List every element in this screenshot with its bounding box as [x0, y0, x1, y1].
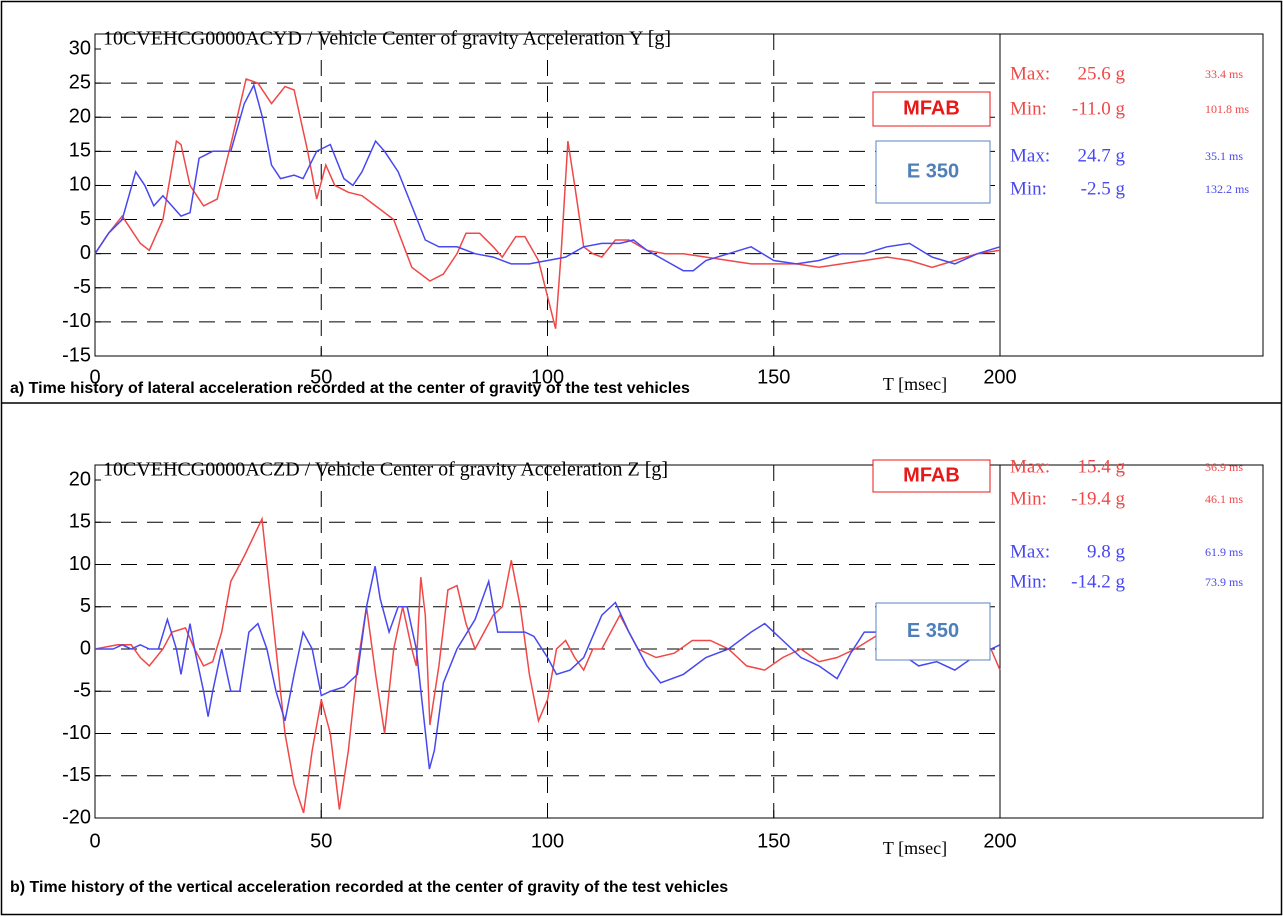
y-tick-label: -10	[62, 310, 91, 332]
x-tick-label: 150	[757, 366, 790, 388]
legend-label: E 350	[907, 620, 959, 642]
stat-value: 24.7 g	[1078, 145, 1126, 166]
stat-label: Max:	[1010, 145, 1050, 166]
stat-time: 132.2 ms	[1205, 182, 1249, 196]
stat-value: -2.5 g	[1081, 178, 1126, 199]
data-line	[94, 516, 1001, 814]
y-tick-label: 10	[69, 553, 91, 575]
x-axis-label: T [msec]	[883, 838, 947, 858]
stat-value: -19.4 g	[1071, 488, 1125, 509]
stat-label: Min:	[1010, 178, 1047, 199]
data-line	[94, 78, 1001, 329]
caption: a) Time history of lateral acceleration …	[10, 380, 690, 397]
y-tick-label: -15	[62, 344, 91, 366]
x-axis-label: T [msec]	[883, 374, 947, 394]
stat-label: Max:	[1010, 456, 1050, 477]
legend-box	[872, 91, 991, 127]
y-tick-label: 0	[80, 637, 91, 659]
x-tick-label: 50	[310, 366, 332, 388]
chart-title: 10CVEHCG0000ACYD / Vehicle Center of gra…	[103, 28, 671, 50]
data-line	[94, 83, 1001, 272]
x-tick-label: 200	[983, 366, 1016, 388]
stat-value: -11.0 g	[1072, 98, 1126, 119]
x-tick-label: 0	[89, 830, 100, 852]
y-tick-label: -5	[73, 680, 91, 702]
x-tick-label: 50	[310, 830, 332, 852]
stat-label: Min:	[1010, 488, 1047, 509]
y-tick-label: -20	[62, 806, 91, 828]
stat-value: 9.8 g	[1087, 541, 1126, 562]
y-tick-label: 0	[80, 242, 91, 264]
y-tick-label: -10	[62, 722, 91, 744]
x-tick-label: 150	[757, 830, 790, 852]
caption: b) Time history of the vertical accelera…	[10, 879, 728, 896]
y-tick-label: 15	[69, 140, 91, 162]
x-tick-label: 200	[983, 830, 1016, 852]
legend-label: MFAB	[903, 97, 960, 119]
y-tick-label: 20	[69, 106, 91, 128]
stat-time: 35.1 ms	[1205, 149, 1243, 163]
y-tick-label: -15	[62, 764, 91, 786]
y-tick-label: 20	[69, 468, 91, 490]
legend-box	[875, 140, 991, 204]
stat-time: 33.4 ms	[1205, 67, 1243, 81]
stat-time: 46.1 ms	[1205, 492, 1243, 506]
stat-value: 15.4 g	[1078, 456, 1126, 477]
x-tick-label: 100	[531, 366, 564, 388]
stat-value: -14.2 g	[1071, 571, 1125, 592]
x-tick-label: 100	[531, 830, 564, 852]
stat-label: Max:	[1010, 541, 1050, 562]
chart-title: 10CVEHCG0000ACZD / Vehicle Center of gra…	[103, 459, 668, 481]
plot-frame	[94, 33, 1264, 357]
legend-box	[875, 602, 991, 661]
x-tick-label: 0	[89, 366, 100, 388]
legend-box	[872, 459, 991, 493]
stat-time: 61.9 ms	[1205, 545, 1243, 559]
stat-label: Min:	[1010, 571, 1047, 592]
y-tick-label: 5	[80, 208, 91, 230]
y-tick-label: 30	[69, 37, 91, 59]
stat-time: 73.9 ms	[1205, 575, 1243, 589]
y-tick-label: 10	[69, 174, 91, 196]
stat-time: 101.8 ms	[1205, 102, 1249, 116]
y-tick-label: 25	[69, 71, 91, 93]
stat-label: Min:	[1010, 98, 1047, 119]
y-tick-label: 5	[80, 595, 91, 617]
legend-label: E 350	[907, 160, 959, 182]
plot-frame	[94, 464, 1264, 819]
data-line	[95, 566, 1001, 770]
legend-label: MFAB	[903, 464, 960, 486]
y-tick-label: 15	[69, 511, 91, 533]
y-tick-label: -5	[73, 276, 91, 298]
stat-time: 36.9 ms	[1205, 460, 1243, 474]
stat-value: 25.6 g	[1078, 63, 1126, 84]
stat-label: Max:	[1010, 63, 1050, 84]
